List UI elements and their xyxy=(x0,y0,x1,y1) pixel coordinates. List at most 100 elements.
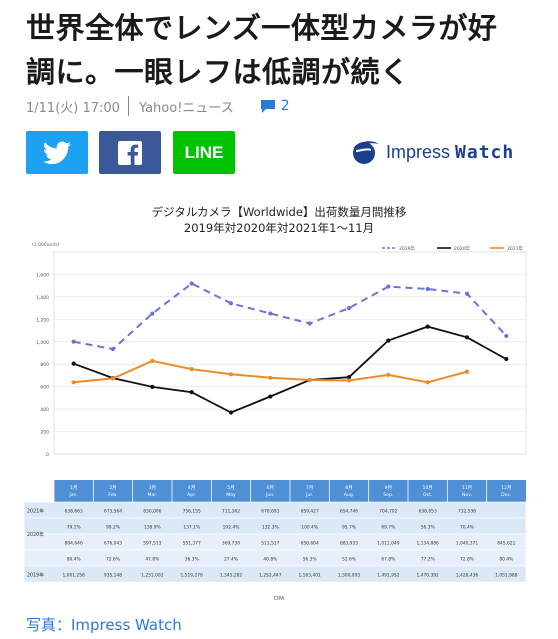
data-point xyxy=(307,321,312,326)
publish-date: 1/11(火) 17:00 xyxy=(26,100,120,116)
twitter-bird-icon xyxy=(43,140,71,164)
line-share-button[interactable]: LINE xyxy=(173,131,235,174)
y-tick-label: 600 xyxy=(40,385,49,391)
data-point xyxy=(386,284,391,289)
month-en-label: Oct. xyxy=(423,492,432,498)
table-cell: 830,006 xyxy=(143,509,161,515)
article-headline: 世界全体でレンズ一体型カメラが好 調に。一眼レフは低調が続く xyxy=(26,6,546,94)
data-point xyxy=(71,339,76,344)
table-cell: 36.3% xyxy=(185,557,199,563)
data-point xyxy=(228,301,234,306)
y-tick-label: 800 xyxy=(40,362,49,368)
data-point xyxy=(71,380,76,385)
table-row-label: 2021年 xyxy=(27,508,44,515)
month-jp-label: 10月 xyxy=(422,485,432,491)
table-cell: 683,933 xyxy=(340,541,358,547)
article-photo[interactable]: デジタルカメラ【Worldwide】出荷数量月間推移 2019年対2020年対20… xyxy=(14,196,544,606)
headline-line-1: 世界全体でレンズ一体型カメラが好 xyxy=(26,11,498,45)
data-point xyxy=(268,394,273,399)
twitter-share-button[interactable] xyxy=(26,131,88,174)
month-jp-label: 7月 xyxy=(306,485,314,491)
photo-caption: 写真：Impress Watch xyxy=(26,616,182,634)
series-line-0 xyxy=(73,282,508,351)
comment-icon xyxy=(260,99,275,113)
table-cell: 72.8% xyxy=(460,557,474,563)
table-cell: 804,646 xyxy=(65,541,83,547)
chart-source-label: CIPA xyxy=(274,596,285,602)
data-point xyxy=(386,338,391,343)
table-cell: 511,517 xyxy=(261,541,279,547)
data-point xyxy=(464,291,470,296)
y-tick-label: 400 xyxy=(40,407,49,413)
table-cell: 47.8% xyxy=(145,557,159,563)
table-cell: 1,519,278 xyxy=(180,573,203,579)
line-share-label: LINE xyxy=(184,142,224,162)
table-cell: 1,001,258 xyxy=(62,573,85,579)
table-cell: 1,251,002 xyxy=(141,573,164,579)
data-point xyxy=(425,380,430,385)
data-point xyxy=(228,372,234,377)
table-cell: 1,428,436 xyxy=(456,573,479,579)
month-jp-label: 4月 xyxy=(188,485,196,491)
month-jp-label: 5月 xyxy=(227,485,235,491)
table-cell: 1,343,282 xyxy=(220,573,243,579)
data-point xyxy=(110,346,116,352)
table-cell: 138.9% xyxy=(144,525,161,531)
table-cell: 56.3% xyxy=(421,525,435,531)
data-point xyxy=(71,361,76,366)
table-cell: 1,470,392 xyxy=(416,573,439,579)
comment-link[interactable]: 2 xyxy=(260,98,290,114)
table-cell: 80.4% xyxy=(499,557,513,563)
month-jp-label: 12月 xyxy=(501,485,511,491)
month-jp-label: 2月 xyxy=(109,485,117,491)
table-cell: 1,252,447 xyxy=(259,573,282,579)
shipment-chart: デジタルカメラ【Worldwide】出荷数量月間推移 2019年対2020年対20… xyxy=(23,205,527,602)
data-point xyxy=(346,306,352,311)
data-point xyxy=(268,311,273,316)
data-point xyxy=(464,335,470,340)
plot-area xyxy=(53,251,527,455)
table-cell: 77.2% xyxy=(421,557,435,563)
month-en-label: Jun. xyxy=(265,492,275,498)
month-en-label: Aug. xyxy=(344,492,354,498)
table-cell: 1,491,952 xyxy=(377,573,400,579)
table-cell: 935,148 xyxy=(104,573,122,579)
month-en-label: Sep. xyxy=(383,492,393,498)
table-cell: 369,730 xyxy=(222,541,240,547)
y-tick-label: 1,600 xyxy=(36,272,49,278)
data-point xyxy=(307,377,312,383)
table-cell: 132.3% xyxy=(262,525,279,531)
month-en-label: May xyxy=(226,492,236,498)
comment-count: 2 xyxy=(280,98,290,114)
table-cell: 597,513 xyxy=(143,541,161,547)
impress-watch-logo[interactable]: Impress Watch xyxy=(350,139,514,165)
brand-name-b: Watch xyxy=(455,141,515,163)
table-cell: 27.4% xyxy=(224,557,238,563)
table-cell: 192.4% xyxy=(223,525,240,531)
data-point xyxy=(346,378,352,383)
facebook-share-button[interactable] xyxy=(99,131,161,174)
month-en-label: Apr. xyxy=(187,492,196,498)
table-cell: 676,043 xyxy=(104,541,122,547)
data-point xyxy=(268,375,273,380)
legend-label: 2019年 xyxy=(399,245,415,252)
data-point xyxy=(150,358,155,363)
table-cell: 654,746 xyxy=(340,509,358,515)
month-en-label: Mar. xyxy=(147,492,157,498)
month-jp-label: 11月 xyxy=(462,485,472,491)
data-point xyxy=(189,390,194,395)
table-cell: 137.1% xyxy=(183,525,200,531)
legend-label: 2021年 xyxy=(507,245,523,252)
month-jp-label: 6月 xyxy=(267,485,275,491)
month-en-label: Jul. xyxy=(305,492,313,498)
chart-subtitle: 2019年対2020年対2021年1～11月 xyxy=(184,221,374,235)
data-point xyxy=(150,311,155,316)
table-cell: 1,040,371 xyxy=(456,541,479,547)
brand-name-a: Impress xyxy=(386,141,451,162)
source-name: Yahoo!ニュース xyxy=(138,100,234,116)
table-cell: 845,621 xyxy=(497,541,515,547)
series-line-1 xyxy=(73,325,507,414)
table-cell: 69.7% xyxy=(381,525,395,531)
y-tick-label: 200 xyxy=(40,430,49,436)
table-cell: 100.4% xyxy=(301,525,318,531)
